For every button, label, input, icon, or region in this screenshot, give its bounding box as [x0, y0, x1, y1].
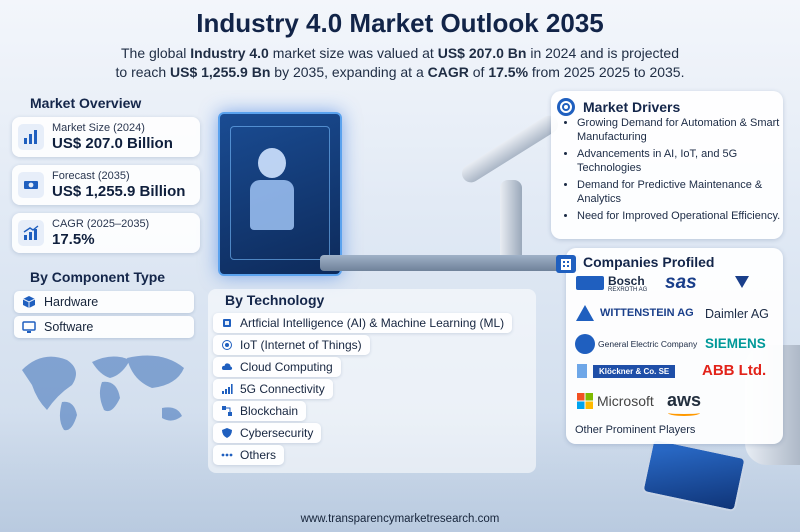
tablet-illustration	[641, 437, 747, 513]
tech-item-iot: IoT (Internet of Things)	[213, 335, 370, 355]
tech-item-others: Others	[213, 445, 285, 465]
component-item-software: Software	[14, 316, 194, 338]
tech-item-label: IoT (Internet of Things)	[240, 338, 362, 352]
sas-logo: sas	[665, 272, 697, 293]
market-drivers-panel: Growing Demand for Automation & Smart Ma…	[551, 91, 783, 239]
companies-heading: Companies Profiled	[583, 254, 715, 270]
cagr-label: CAGR (2025–2035)	[52, 218, 150, 230]
page-subtitle: The global Industry 4.0 market size was …	[115, 45, 685, 80]
bosch-emblem-icon	[576, 276, 604, 290]
signal-icon	[220, 382, 234, 396]
microsoft-emblem-icon	[577, 393, 593, 409]
wittenstein-emblem-icon	[575, 304, 595, 322]
tech-item-label: Others	[240, 448, 277, 462]
driver-item: Demand for Predictive Maintenance & Anal…	[577, 179, 787, 206]
daimler-logo: Daimler AG	[705, 307, 769, 321]
tech-item-ai-ml: Artficial Intelligence (AI) & Machine Le…	[213, 313, 513, 333]
market-drivers-list: Growing Demand for Automation & Smart Ma…	[565, 117, 787, 228]
world-map-illustration	[22, 355, 184, 431]
market-size-card: Market Size (2024) US$ 207.0 Billion	[12, 117, 200, 157]
tech-item-blockchain: Blockchain	[213, 401, 307, 421]
abb-logo: ABB Ltd.	[702, 362, 767, 379]
tech-item-label: Cloud Computing	[240, 360, 333, 374]
cloud-icon	[220, 360, 234, 374]
bosch-logo-subtitle: REXROTH AG	[608, 287, 648, 293]
tech-item-label: Blockchain	[240, 404, 299, 418]
aws-smile-icon	[668, 410, 700, 416]
iot-icon	[220, 338, 234, 352]
klockner-emblem-icon	[577, 364, 587, 378]
bosch-logo: Bosch	[608, 274, 645, 288]
conveyor-illustration	[320, 255, 580, 271]
component-item-hardware: Hardware	[14, 291, 194, 313]
market-size-label: Market Size (2024)	[52, 122, 145, 134]
dots-icon	[220, 448, 234, 462]
forecast-label: Forecast (2035)	[52, 170, 130, 182]
forecast-value: US$ 1,255.9 Billion	[52, 183, 186, 200]
cube-icon	[21, 294, 37, 310]
component-item-label: Hardware	[44, 295, 99, 309]
tech-item-cloud: Cloud Computing	[213, 357, 341, 377]
aws-logo: aws	[667, 390, 702, 410]
market-drivers-heading: Market Drivers	[583, 99, 681, 115]
component-type-heading: By Component Type	[30, 269, 166, 285]
cagr-value: 17.5%	[52, 231, 95, 248]
tech-item-label: Cybersecurity	[240, 426, 314, 440]
money-icon	[18, 172, 44, 198]
other-players-text: Other Prominent Players	[575, 424, 696, 436]
bar-chart-icon	[18, 124, 44, 150]
building-icon	[556, 255, 576, 273]
page-title: Industry 4.0 Market Outlook 2035	[196, 8, 604, 38]
gear-icon	[557, 98, 575, 116]
monitor-icon	[21, 319, 37, 335]
tech-item-label: Artficial Intelligence (AI) & Machine Le…	[240, 316, 505, 330]
ge-logo: General Electric Company	[598, 339, 698, 349]
microsoft-logo: Microsoft	[597, 393, 654, 409]
market-size-value: US$ 207.0 Billion	[52, 135, 173, 152]
robotic-arm-base-illustration	[500, 180, 522, 265]
siemens-logo: SIEMENS	[705, 336, 766, 351]
driver-item: Need for Improved Operational Efficiency…	[577, 210, 787, 224]
forecast-card: Forecast (2035) US$ 1,255.9 Billion	[12, 165, 200, 205]
tech-item-cybersecurity: Cybersecurity	[213, 423, 322, 443]
wittenstein-logo: WITTENSTEIN AG	[600, 307, 694, 319]
klockner-logo: Klöckner & Co. SE	[593, 365, 676, 378]
technology-heading: By Technology	[225, 292, 325, 308]
component-item-label: Software	[44, 320, 94, 334]
market-overview-heading: Market Overview	[30, 95, 142, 111]
ge-emblem-icon	[575, 334, 595, 354]
blockchain-icon	[220, 404, 234, 418]
cagr-card: CAGR (2025–2035) 17.5%	[12, 213, 200, 253]
chip-icon	[220, 316, 234, 330]
robotic-arm-illustration	[458, 112, 562, 186]
tech-item-label: 5G Connectivity	[240, 382, 325, 396]
ai-screen-illustration	[218, 112, 342, 276]
tech-item-5g: 5G Connectivity	[213, 379, 333, 399]
driver-item: Growing Demand for Automation & Smart Ma…	[577, 117, 787, 144]
growth-chart-icon	[18, 220, 44, 246]
footer-url: www.transparencymarketresearch.com	[300, 513, 500, 525]
driver-item: Advancements in AI, IoT, and 5G Technolo…	[577, 148, 787, 175]
shield-icon	[220, 426, 234, 440]
